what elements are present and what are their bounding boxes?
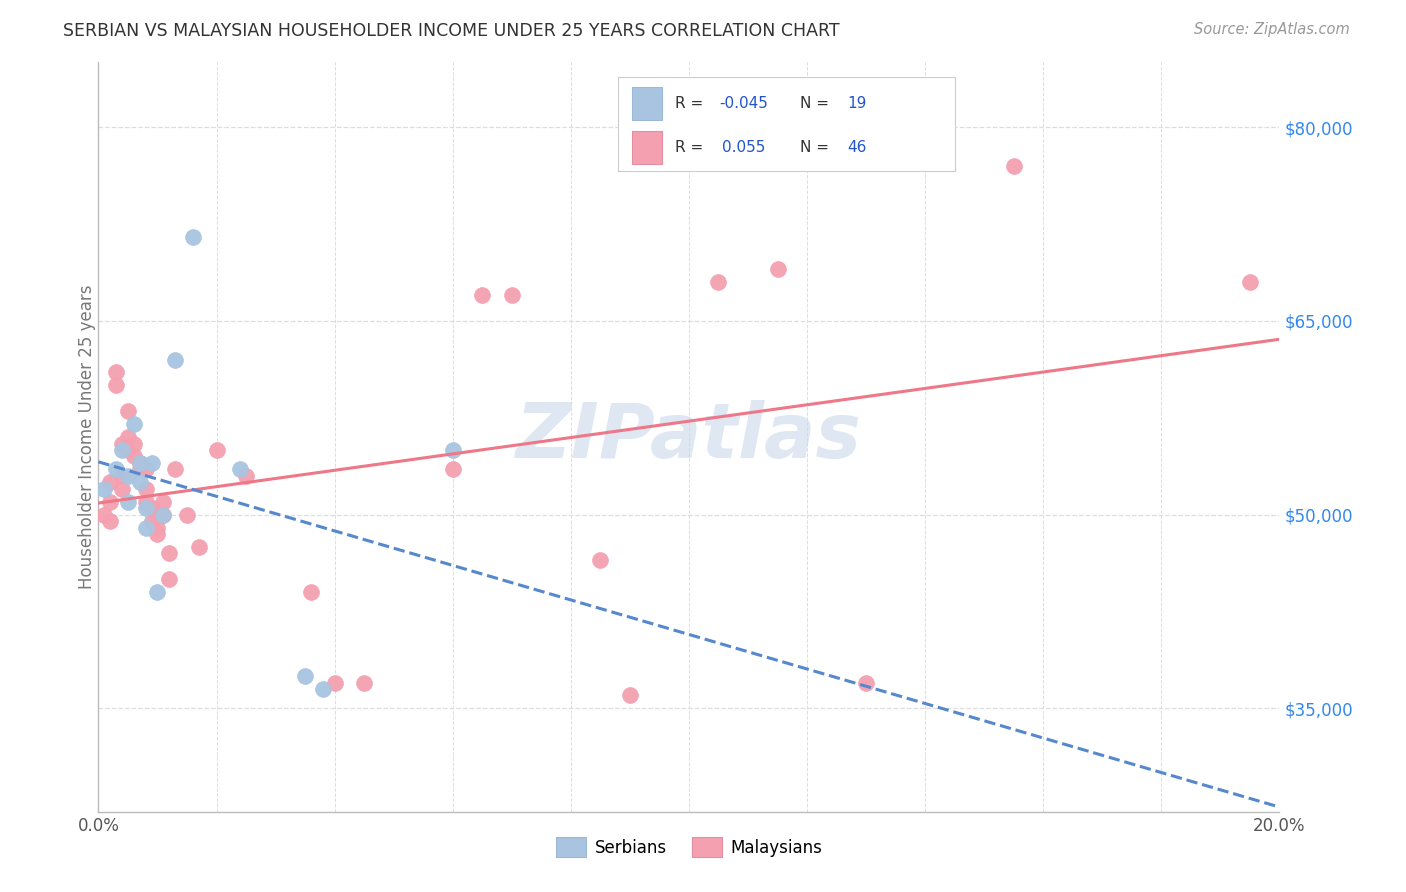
Point xyxy=(235,468,257,483)
Text: Source: ZipAtlas.com: Source: ZipAtlas.com xyxy=(1194,22,1350,37)
Point xyxy=(152,508,174,522)
Point xyxy=(471,288,494,302)
Legend: Serbians, Malaysians: Serbians, Malaysians xyxy=(550,830,828,863)
Point xyxy=(141,501,163,516)
Point xyxy=(187,540,209,554)
Point xyxy=(294,669,316,683)
Point xyxy=(141,514,163,528)
Point xyxy=(93,482,115,496)
Point xyxy=(122,450,145,464)
Point xyxy=(135,501,157,516)
Point xyxy=(157,572,180,586)
Point xyxy=(117,442,139,457)
Point xyxy=(111,468,134,483)
Point xyxy=(165,352,187,367)
Text: ZIPatlas: ZIPatlas xyxy=(516,401,862,474)
Point xyxy=(111,436,134,450)
Point xyxy=(323,675,346,690)
Point xyxy=(441,442,464,457)
Point xyxy=(98,475,121,490)
Point xyxy=(135,482,157,496)
Point xyxy=(135,462,157,476)
Point xyxy=(98,494,121,508)
Point xyxy=(152,508,174,522)
Point xyxy=(766,262,789,277)
Point xyxy=(98,514,121,528)
Point xyxy=(93,508,115,522)
Point xyxy=(619,689,641,703)
Point xyxy=(152,494,174,508)
Point xyxy=(441,462,464,476)
Point xyxy=(117,468,139,483)
Point xyxy=(111,482,134,496)
Point xyxy=(122,436,145,450)
Point xyxy=(229,462,252,476)
Point xyxy=(135,494,157,508)
Point xyxy=(128,456,150,470)
Point xyxy=(312,681,335,696)
Point xyxy=(501,288,523,302)
Point xyxy=(117,494,139,508)
Point xyxy=(128,456,150,470)
Point xyxy=(157,546,180,560)
Point xyxy=(589,553,612,567)
Point xyxy=(299,585,322,599)
Point xyxy=(146,585,169,599)
Point xyxy=(181,230,204,244)
Point xyxy=(128,475,150,490)
Point xyxy=(105,462,128,476)
Point xyxy=(105,378,128,392)
Point xyxy=(117,430,139,444)
Point xyxy=(176,508,198,522)
Text: SERBIAN VS MALAYSIAN HOUSEHOLDER INCOME UNDER 25 YEARS CORRELATION CHART: SERBIAN VS MALAYSIAN HOUSEHOLDER INCOME … xyxy=(63,22,839,40)
Point xyxy=(128,462,150,476)
Point xyxy=(205,442,228,457)
Point xyxy=(111,442,134,457)
Point xyxy=(1002,159,1025,173)
Point xyxy=(122,417,145,432)
Point xyxy=(135,520,157,534)
Point xyxy=(1239,275,1261,289)
Point xyxy=(353,675,375,690)
Point xyxy=(146,520,169,534)
Point xyxy=(117,404,139,418)
Point xyxy=(146,508,169,522)
Point xyxy=(105,366,128,380)
Point xyxy=(165,462,187,476)
Point xyxy=(707,275,730,289)
Point xyxy=(855,675,877,690)
Y-axis label: Householder Income Under 25 years: Householder Income Under 25 years xyxy=(79,285,96,590)
Point xyxy=(146,527,169,541)
Point xyxy=(141,456,163,470)
